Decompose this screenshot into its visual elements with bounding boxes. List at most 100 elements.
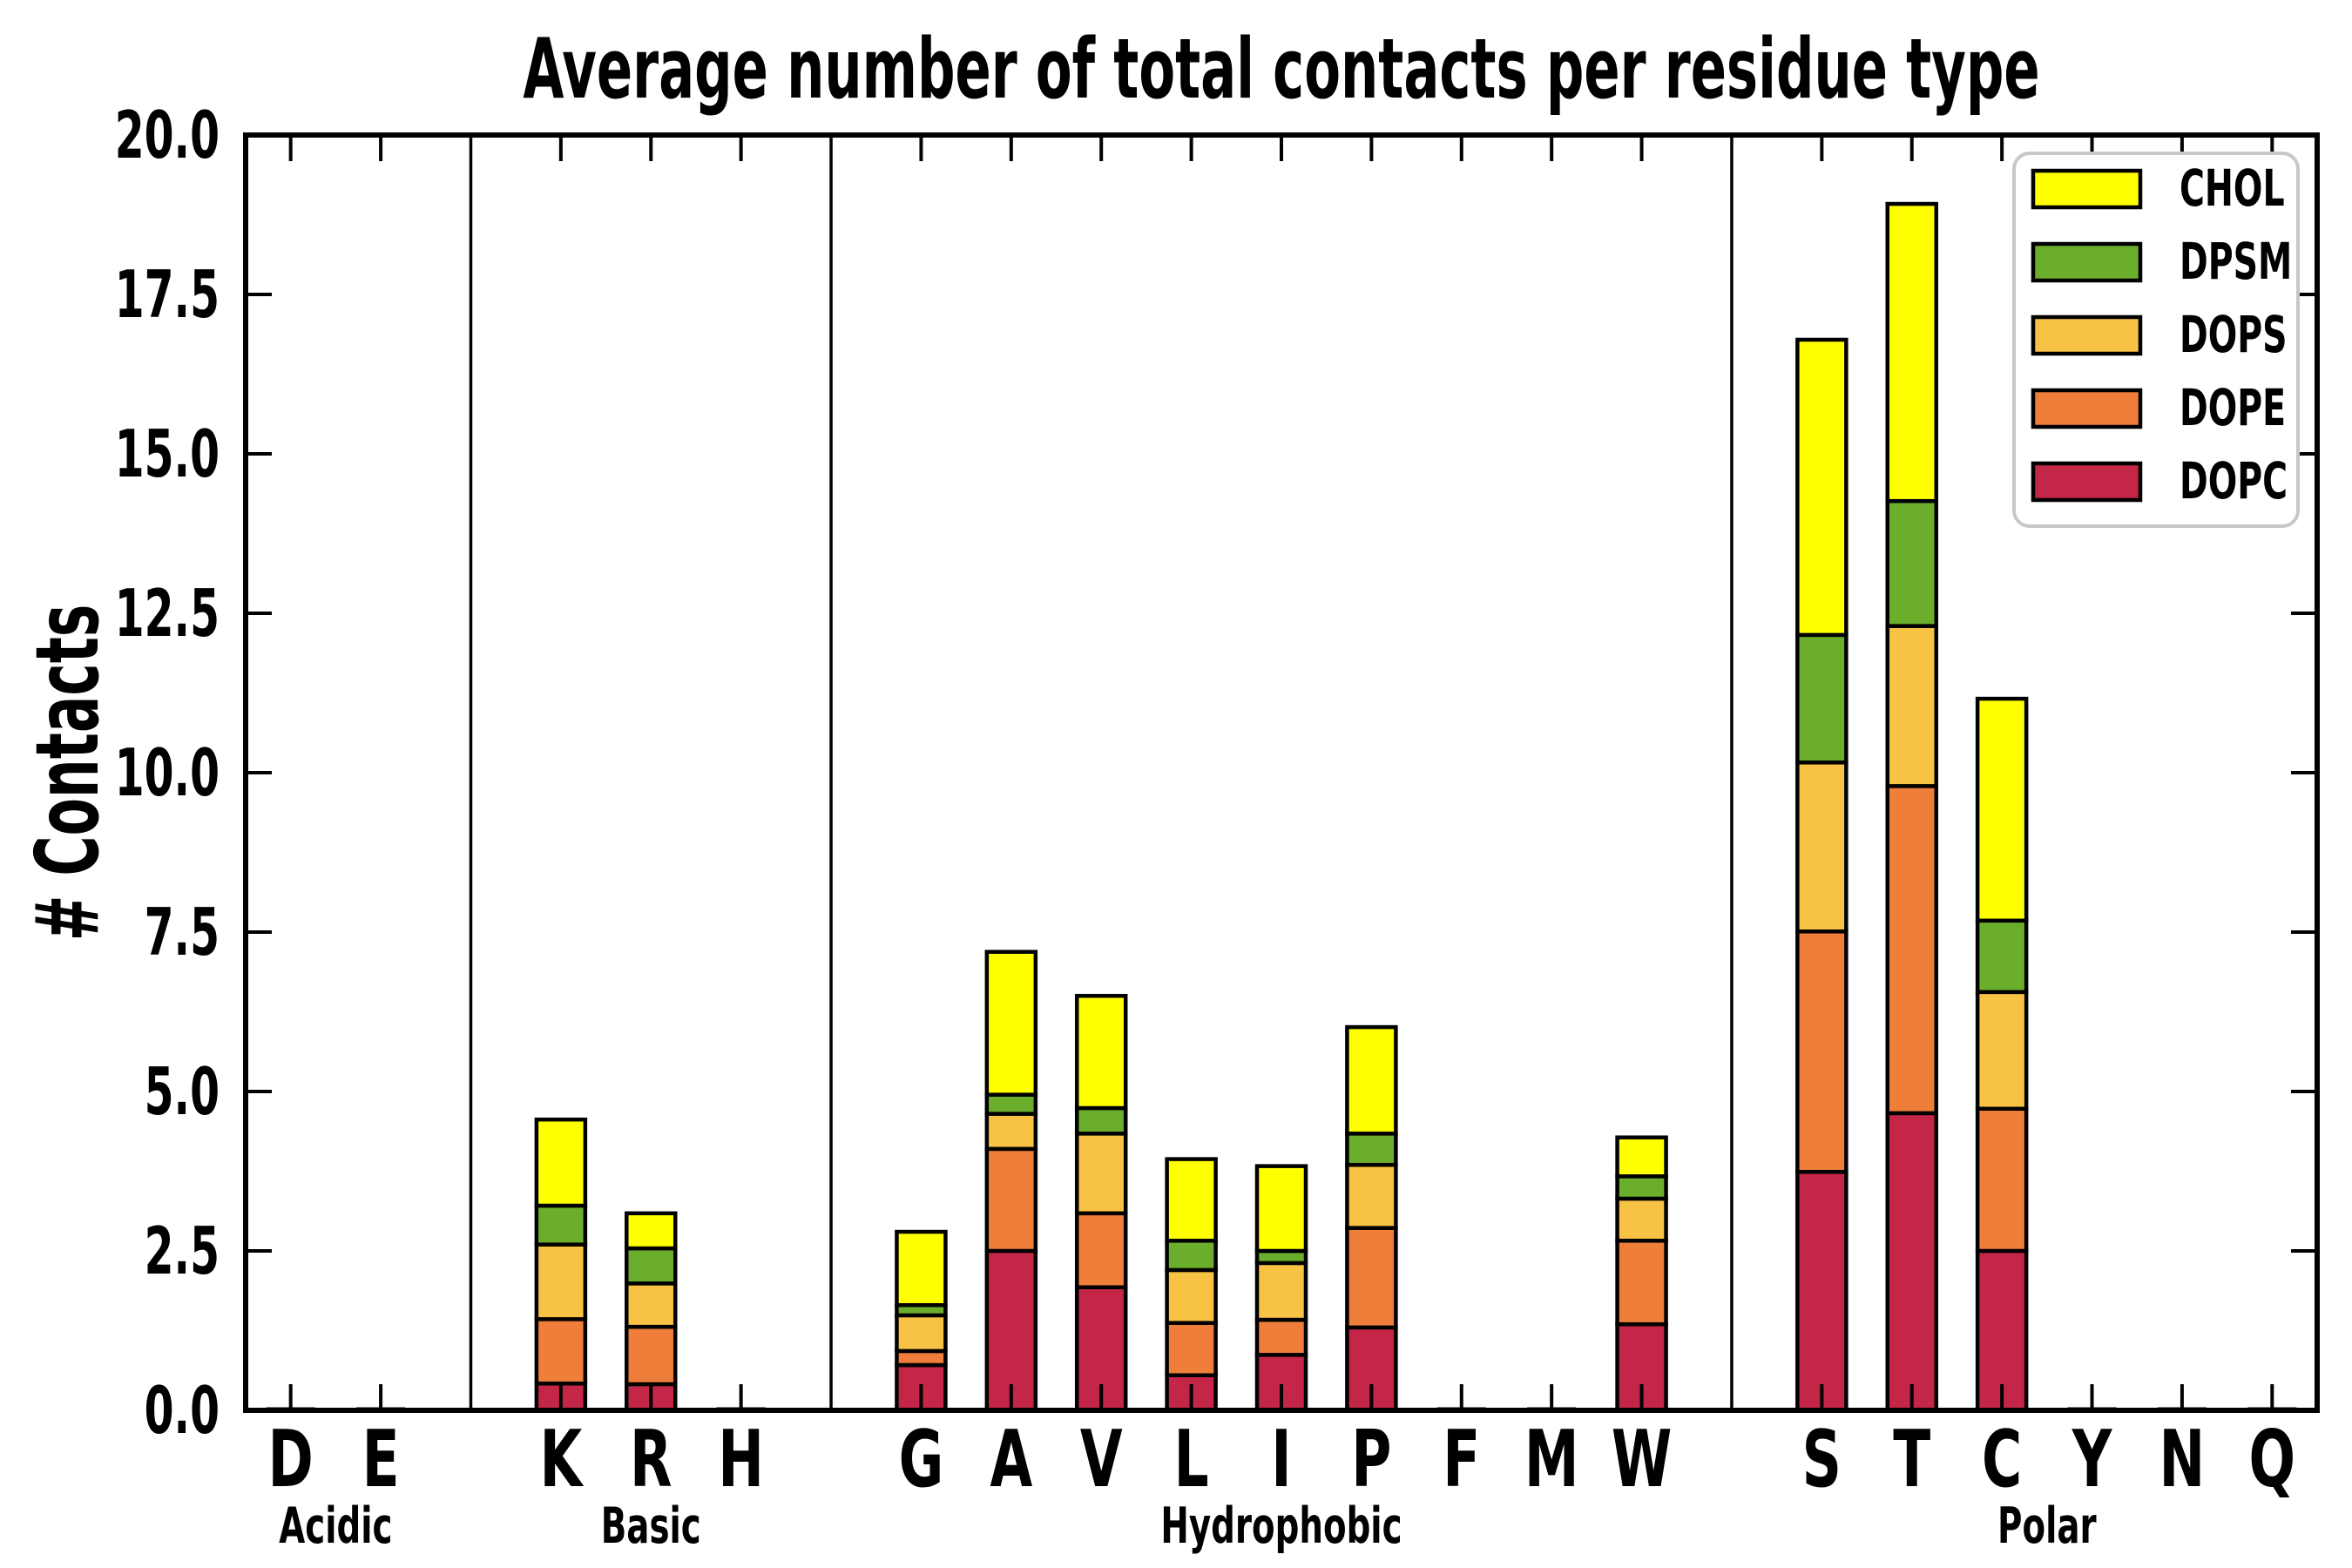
- y-tick-label-0.0-wrap: 0.0: [145, 1372, 220, 1449]
- axis-labels-layer: 0.0 2.5 5.0 7.5 10.0 12.5 15.0 17.5 20.0 D E K R H G A V…: [115, 97, 2295, 1555]
- bar-segment-P-DOPE: [1345, 1226, 1398, 1330]
- group-label-basic: Basic: [601, 1498, 701, 1555]
- x-tick-label-I-wrap: I: [1271, 1415, 1291, 1505]
- bar-segment-R-DOPE: [625, 1324, 678, 1387]
- x-tick-label-S: S: [1802, 1415, 1842, 1505]
- bar-segment-V-CHOL: [1074, 993, 1128, 1111]
- x-tick-label-T-wrap: T: [1893, 1415, 1930, 1505]
- y-tick-label-17.5: 17.5: [115, 256, 220, 333]
- bar-segment-C-DOPS: [1975, 990, 2029, 1112]
- bar-segment-A-DPSM: [984, 1092, 1038, 1116]
- bar-segment-A-CHOL: [984, 950, 1038, 1097]
- legend-swatch-CHOL: [2031, 168, 2143, 210]
- x-tick-label-W: W: [1612, 1415, 1672, 1505]
- bar-segment-A-DOPE: [984, 1146, 1038, 1254]
- y-tick-label-2.5: 2.5: [145, 1213, 220, 1289]
- y-tick-label-20.0-wrap: 20.0: [115, 97, 220, 173]
- legend-swatch-DOPS: [2031, 314, 2143, 356]
- bar-segment-C-DPSM: [1975, 918, 2029, 995]
- y-tick-label-0.0: 0.0: [145, 1372, 220, 1449]
- x-tick-label-V-wrap: V: [1080, 1415, 1123, 1505]
- legend-swatch-DOPC: [2031, 461, 2143, 503]
- group-label-polar-wrap: Polar: [1997, 1498, 2097, 1555]
- group-label-acidic-wrap: Acidic: [279, 1498, 392, 1555]
- bar-segment-I-DOPS: [1254, 1260, 1308, 1322]
- y-tick-label-5.0-wrap: 5.0: [145, 1053, 220, 1130]
- legend-label-DOPC: DOPC: [2180, 451, 2288, 510]
- bar-segment-G-DOPE: [895, 1348, 948, 1368]
- bar-segment-S-DOPE: [1795, 929, 1848, 1174]
- bar-segment-T-DPSM: [1885, 498, 1938, 628]
- x-tick-label-P-wrap: P: [1351, 1415, 1391, 1505]
- x-tick-label-H: H: [718, 1415, 764, 1505]
- y-tick-label-7.5-wrap: 7.5: [145, 894, 220, 970]
- group-label-hydrophobic: Hydrophobic: [1160, 1498, 1402, 1555]
- x-tick-label-N: N: [2159, 1415, 2206, 1505]
- bar-segment-P-CHOL: [1345, 1024, 1398, 1136]
- legend-label-CHOL-wrap: CHOL: [2180, 159, 2285, 218]
- y-tick-label-12.5-wrap: 12.5: [115, 575, 220, 652]
- x-tick-label-L-wrap: L: [1174, 1415, 1209, 1505]
- x-tick-label-M-wrap: M: [1524, 1415, 1579, 1505]
- x-tick-label-D: D: [268, 1415, 314, 1505]
- y-axis-label-wrap: # Contacts: [17, 605, 118, 942]
- bar-segment-R-DOPS: [625, 1281, 678, 1329]
- x-tick-label-N-wrap: N: [2159, 1415, 2206, 1505]
- x-tick-label-P: P: [1351, 1415, 1391, 1505]
- bar-segment-T-DOPE: [1885, 784, 1938, 1116]
- bar-segment-T-CHOL: [1885, 201, 1938, 504]
- x-tick-label-S-wrap: S: [1802, 1415, 1842, 1505]
- bar-segment-T-DOPS: [1885, 624, 1938, 788]
- legend: CHOL DPSM DOPS DOPE DOPC: [2012, 152, 2300, 528]
- legend-label-CHOL: CHOL: [2180, 159, 2285, 218]
- y-tick-label-12.5: 12.5: [115, 575, 220, 652]
- x-tick-label-Y: Y: [2072, 1415, 2112, 1505]
- x-tick-label-G: G: [899, 1415, 944, 1505]
- bar-segment-K-CHOL: [534, 1117, 588, 1208]
- x-tick-label-H-wrap: H: [718, 1415, 764, 1505]
- bar-segment-R-DPSM: [625, 1246, 678, 1286]
- bar-segment-L-CHOL: [1165, 1157, 1218, 1243]
- x-tick-label-Y-wrap: Y: [2072, 1415, 2112, 1505]
- legend-label-DOPC-wrap: DOPC: [2180, 451, 2288, 510]
- bar-segment-P-DPSM: [1345, 1132, 1398, 1167]
- x-tick-label-E-wrap: E: [362, 1415, 400, 1505]
- y-tick-label-20.0: 20.0: [115, 97, 220, 173]
- y-tick-label-2.5-wrap: 2.5: [145, 1213, 220, 1289]
- bar-segment-V-DOPE: [1074, 1211, 1128, 1289]
- bar-segment-V-DPSM: [1074, 1105, 1128, 1136]
- x-tick-label-C-wrap: C: [1982, 1415, 2022, 1505]
- bar-segment-W-CHOL: [1615, 1135, 1668, 1179]
- legend-swatch-DPSM: [2031, 241, 2143, 283]
- bar-segment-A-DOPS: [984, 1112, 1038, 1152]
- group-label-basic-wrap: Basic: [601, 1498, 701, 1555]
- bar-segment-I-DOPE: [1254, 1317, 1308, 1357]
- bar-segment-L-DPSM: [1165, 1239, 1218, 1273]
- x-tick-label-R-wrap: R: [630, 1415, 672, 1505]
- bar-segment-K-DPSM: [534, 1203, 588, 1247]
- bar-segment-L-DOPE: [1165, 1321, 1218, 1377]
- bar-segment-S-DOPC: [1795, 1169, 1848, 1413]
- bar-segment-S-DOPS: [1795, 760, 1848, 934]
- legend-swatch-DOPE: [2031, 388, 2143, 429]
- bar-segment-G-CHOL: [895, 1229, 948, 1308]
- x-tick-label-F-wrap: F: [1443, 1415, 1480, 1505]
- x-tick-label-V: V: [1080, 1415, 1123, 1505]
- y-axis-label: # Contacts: [17, 605, 118, 942]
- bar-segment-W-DOPS: [1615, 1196, 1668, 1243]
- x-tick-label-R: R: [630, 1415, 672, 1505]
- bar-segment-R-CHOL: [625, 1211, 678, 1251]
- x-tick-label-K: K: [539, 1415, 584, 1505]
- chart-title-wrap: Average number of total contacts per res…: [523, 21, 2039, 118]
- y-tick-label-17.5-wrap: 17.5: [115, 256, 220, 333]
- bar-segment-K-DOPS: [534, 1242, 588, 1321]
- bar-segment-V-DOPS: [1074, 1132, 1128, 1216]
- group-label-hydrophobic-wrap: Hydrophobic: [1160, 1498, 1402, 1555]
- y-tick-label-5.0: 5.0: [145, 1053, 220, 1130]
- x-tick-label-Q: Q: [2249, 1415, 2296, 1505]
- legend-label-DOPE-wrap: DOPE: [2180, 378, 2286, 437]
- bar-segment-K-DOPE: [534, 1317, 588, 1386]
- bar-segment-G-DOPS: [895, 1313, 948, 1354]
- bar-segment-C-DOPE: [1975, 1106, 2029, 1254]
- group-label-polar: Polar: [1997, 1498, 2097, 1555]
